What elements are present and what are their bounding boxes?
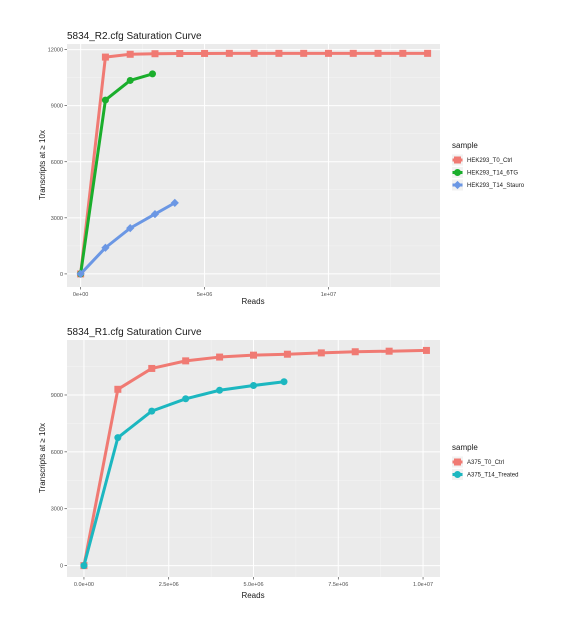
data-point — [216, 353, 224, 361]
legend-label: HEK293_T14_6TG — [467, 171, 518, 177]
data-point — [101, 96, 109, 104]
x-tick-label: 2.5e+06 — [159, 582, 179, 588]
legend: sample A375_T0_Ctrl A375_T14_Treated — [452, 443, 518, 480]
legend-label: A375_T14_Treated — [467, 473, 518, 479]
data-point — [300, 49, 308, 57]
y-tick-label: 9000 — [51, 393, 63, 399]
data-point — [148, 364, 156, 372]
legend-key-marker — [454, 458, 461, 466]
data-point — [317, 349, 325, 357]
data-point — [422, 346, 430, 354]
data-point — [114, 434, 122, 442]
data-point — [280, 378, 288, 386]
y-tick-label: 12000 — [48, 48, 63, 54]
data-point — [170, 198, 179, 207]
data-point — [150, 210, 160, 219]
data-point — [182, 395, 190, 403]
x-axis-title: Reads — [241, 297, 264, 306]
x-tick-label: 5e+06 — [197, 292, 212, 298]
data-point — [324, 49, 332, 57]
data-point — [275, 49, 283, 57]
y-tick-label: 9000 — [51, 104, 63, 110]
data-point — [182, 357, 190, 365]
plot-panel — [67, 44, 440, 287]
data-point — [126, 76, 134, 84]
y-tick-label: 0 — [60, 564, 63, 570]
x-tick-label: 5.0e+06 — [243, 582, 263, 588]
x-tick-label: 1e+07 — [321, 292, 336, 298]
y-tick-label: 6000 — [51, 450, 63, 456]
y-tick-label: 6000 — [51, 160, 63, 166]
x-tick-label: 1.0e+07 — [413, 582, 433, 588]
series-line-2 — [79, 72, 154, 276]
legend-title: sample — [452, 443, 478, 452]
y-tick-label: 3000 — [51, 216, 63, 222]
data-point — [149, 70, 157, 78]
legend-label: A375_T0_Ctrl — [467, 460, 504, 466]
data-point — [176, 50, 184, 58]
x-axis-title: Reads — [241, 591, 264, 600]
data-point — [148, 407, 156, 415]
legend-key-marker — [454, 156, 461, 164]
data-point — [126, 50, 134, 58]
y-axis-title: Transcripts at ≥ 10x — [38, 130, 47, 200]
data-point — [250, 351, 257, 359]
y-axis-title: Transcripts at ≥ 10x — [38, 423, 47, 493]
legend-key-marker — [454, 169, 461, 176]
y-tick-label: 3000 — [51, 507, 63, 513]
data-point — [201, 49, 209, 57]
legend-label: HEK293_T14_Stauro — [467, 183, 525, 189]
data-point — [399, 49, 407, 57]
chart-title: 5834_R1.cfg Saturation Curve — [67, 327, 202, 338]
data-point — [385, 347, 393, 355]
data-point — [250, 382, 257, 390]
x-tick-label: 0.0e+00 — [74, 582, 94, 588]
chart-1: 0e+00 5e+06 1e+07 0 3000 6000 9000 12000 5834_R2… — [38, 31, 525, 306]
data-point — [126, 224, 135, 233]
legend-title: sample — [452, 141, 478, 150]
data-point — [114, 385, 122, 393]
data-point — [216, 386, 224, 394]
data-point — [80, 562, 88, 570]
data-point — [151, 50, 159, 58]
chart-2: 0.0e+00 2.5e+06 5.0e+06 7.5e+06 1.0e+07 0 3000… — [38, 327, 518, 600]
data-point — [76, 269, 85, 279]
y-tick-label: 0 — [60, 272, 63, 278]
chart-title: 5834_R2.cfg Saturation Curve — [67, 31, 202, 42]
legend-key-marker — [453, 180, 462, 190]
legend: sample HEK293_T0_Ctrl HEK293_T14_6TG HEK293… — [452, 141, 525, 191]
data-point — [101, 53, 109, 61]
legend-key-marker — [454, 471, 461, 478]
data-point — [225, 49, 233, 57]
data-point — [374, 49, 382, 57]
legend-label: HEK293_T0_Ctrl — [467, 158, 512, 164]
data-point — [349, 49, 357, 57]
data-point — [424, 49, 432, 57]
data-point — [351, 348, 359, 356]
x-tick-label: 0e+00 — [73, 292, 88, 298]
x-tick-label: 7.5e+06 — [328, 582, 348, 588]
data-point — [283, 350, 291, 358]
data-point — [101, 243, 110, 252]
data-point — [250, 49, 258, 57]
